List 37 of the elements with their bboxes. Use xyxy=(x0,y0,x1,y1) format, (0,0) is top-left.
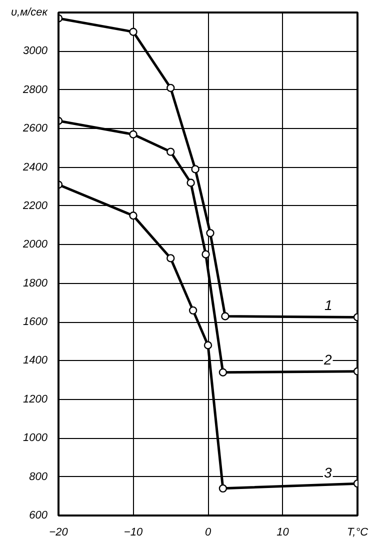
point xyxy=(188,306,198,315)
y-tick-label: 600 xyxy=(29,510,48,522)
y-tick-label: 1600 xyxy=(23,316,48,328)
y-tick-label: 3000 xyxy=(23,45,48,58)
point xyxy=(129,212,138,220)
point xyxy=(129,130,138,138)
point xyxy=(204,341,212,350)
y-tick-label: υ,м/сек xyxy=(10,6,48,18)
series-label: 1 xyxy=(324,296,332,313)
point xyxy=(218,368,228,376)
x-tick-label: T,°C xyxy=(346,526,368,538)
series-label: 2 xyxy=(323,352,332,368)
point xyxy=(129,28,138,36)
point xyxy=(218,484,228,493)
y-tick-label: 1200 xyxy=(23,393,48,406)
point xyxy=(202,250,210,258)
y-tick-label: 1400 xyxy=(23,354,48,367)
point xyxy=(221,312,230,320)
point xyxy=(191,165,200,174)
y-tick-label: 2400 xyxy=(22,161,48,174)
y-tick-label: 2800 xyxy=(22,84,48,96)
y-tick-label: 800 xyxy=(29,470,48,483)
y-tick-label: 1000 xyxy=(23,432,48,444)
y-tick-label: 2000 xyxy=(22,238,48,251)
point xyxy=(206,228,214,238)
point xyxy=(166,254,175,262)
point xyxy=(166,148,175,156)
x-tick-label: −20 xyxy=(49,526,69,538)
y-tick-label: 1800 xyxy=(23,277,48,290)
point xyxy=(166,84,175,92)
y-tick-label: 2200 xyxy=(22,200,48,212)
x-tick-label: 10 xyxy=(276,526,290,538)
x-tick-label: −10 xyxy=(124,526,144,538)
y-tick-label: 2600 xyxy=(22,122,48,135)
point xyxy=(186,178,195,187)
series-label: 3 xyxy=(324,464,332,481)
x-tick-label: 0 xyxy=(204,526,212,538)
